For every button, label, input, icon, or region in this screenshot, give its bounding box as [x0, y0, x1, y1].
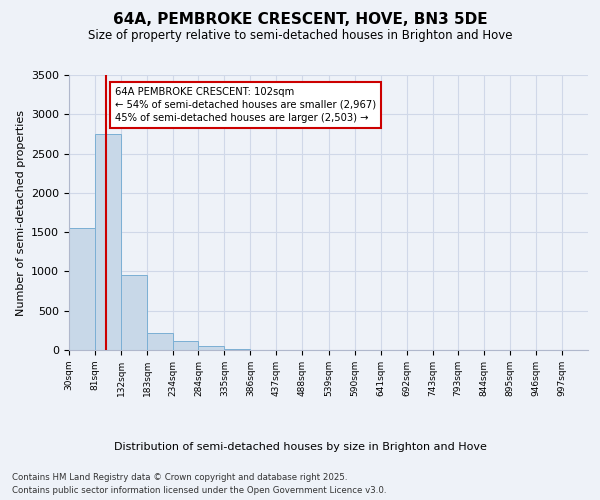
Y-axis label: Number of semi-detached properties: Number of semi-detached properties — [16, 110, 26, 316]
Text: Contains HM Land Registry data © Crown copyright and database right 2025.: Contains HM Land Registry data © Crown c… — [12, 472, 347, 482]
Bar — [121, 276, 147, 350]
Bar — [147, 332, 173, 350]
Bar — [69, 228, 95, 350]
Text: Size of property relative to semi-detached houses in Brighton and Hove: Size of property relative to semi-detach… — [88, 29, 512, 42]
Text: 64A, PEMBROKE CRESCENT, HOVE, BN3 5DE: 64A, PEMBROKE CRESCENT, HOVE, BN3 5DE — [113, 12, 487, 28]
Bar — [95, 134, 121, 350]
Text: Distribution of semi-detached houses by size in Brighton and Hove: Distribution of semi-detached houses by … — [113, 442, 487, 452]
Bar — [173, 342, 199, 350]
Bar — [224, 349, 250, 350]
Text: 64A PEMBROKE CRESCENT: 102sqm
← 54% of semi-detached houses are smaller (2,967)
: 64A PEMBROKE CRESCENT: 102sqm ← 54% of s… — [115, 87, 376, 123]
Bar — [199, 346, 224, 350]
Text: Contains public sector information licensed under the Open Government Licence v3: Contains public sector information licen… — [12, 486, 386, 495]
